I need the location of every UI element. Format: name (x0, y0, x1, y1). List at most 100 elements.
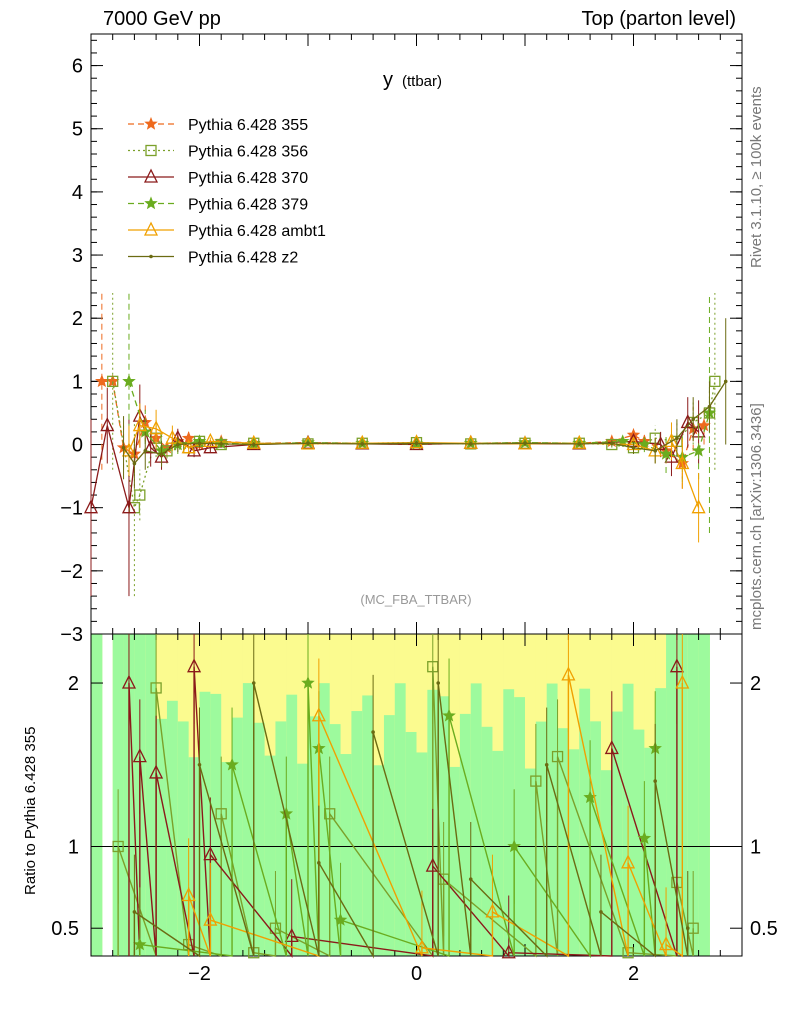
legend-marker (144, 196, 158, 210)
data-point (691, 499, 706, 514)
ratio-band-inner (373, 765, 385, 956)
ratio-point (436, 681, 441, 685)
ratio-point (604, 739, 619, 755)
ratio-point (317, 861, 321, 865)
legend-marker (149, 254, 153, 259)
ratio-point (544, 762, 549, 767)
ratio-plot: 0.5 0.5 1 1 2 2 −2 0 2 (51, 633, 778, 985)
data-point (409, 434, 424, 449)
legend-marker (143, 168, 159, 183)
ratio-band-inner (546, 683, 559, 956)
ratio-band-inner (242, 683, 255, 956)
series-0 (95, 292, 711, 489)
ratio-band-inner (362, 695, 374, 956)
data-point (197, 441, 202, 446)
ratio-ytick-label-right: 1 (750, 836, 761, 858)
ratio-series-1 (121, 634, 684, 959)
ratio-band-inner (698, 634, 710, 956)
ratio-band-inner (232, 717, 244, 956)
plot-title-sub: (ttbar) (402, 73, 442, 90)
ratio-point (225, 757, 239, 771)
ratio-point (279, 806, 294, 820)
data-point (134, 489, 146, 501)
data-point (251, 442, 256, 447)
ratio-point (333, 912, 348, 926)
data-point (187, 442, 202, 457)
legend-entry: Pythia 6.428 ambt1 (188, 223, 326, 240)
data-point (675, 455, 690, 470)
data-point (143, 439, 158, 454)
ratio-series-3 (181, 634, 690, 958)
data-point (468, 442, 473, 446)
data-point (723, 379, 728, 384)
xtick-label: 0 (411, 963, 422, 985)
ratio-point (658, 936, 674, 951)
ratio-band-inner (481, 726, 493, 956)
ratio-point (675, 674, 690, 689)
series-3 (122, 292, 717, 533)
ratio-point (637, 831, 652, 845)
ratio-band-inner (383, 715, 396, 956)
series-4 (121, 403, 706, 543)
header-left-title: 7000 GeV pp (103, 8, 221, 30)
ratio-band-inner (329, 724, 342, 956)
ratio-band-inner (145, 634, 157, 956)
ratio-point (653, 779, 657, 783)
ratio-band-inner (177, 721, 190, 956)
data-point (246, 434, 261, 449)
ratio-band-inner (633, 729, 645, 956)
ratio-point (301, 675, 315, 689)
data-point (577, 442, 582, 446)
ratio-band-inner (416, 752, 428, 956)
data-point (132, 417, 147, 432)
data-point (697, 418, 711, 432)
data-point (610, 441, 614, 446)
data-point (463, 434, 478, 449)
ratio-band-inner (600, 770, 613, 956)
legend-entry: Pythia 6.428 355 (188, 117, 308, 134)
legend-marker (143, 221, 159, 236)
ratio-point (197, 762, 202, 767)
ratio-band-inner (318, 683, 331, 956)
ratio-series-2 (133, 634, 662, 959)
ratio-point (181, 887, 196, 902)
ratio-band-inner (199, 691, 211, 956)
legend-entry: Pythia 6.428 z2 (188, 250, 298, 267)
legend-entry: Pythia 6.428 379 (188, 197, 308, 214)
ratio-band-inner (405, 731, 417, 956)
ratio-band-inner (590, 721, 602, 956)
main-ytick-label: 5 (72, 119, 83, 141)
ratio-band-inner (535, 721, 548, 956)
ratio-band-inner (557, 728, 569, 956)
series-line (101, 380, 705, 465)
data-point (176, 442, 180, 447)
ratio-point (501, 944, 516, 959)
ratio-line (133, 682, 689, 959)
ratio-point (311, 707, 326, 722)
data-point (132, 461, 137, 466)
ratio-band-inner (655, 688, 667, 956)
main-ytick-label: 2 (72, 308, 83, 330)
data-point (107, 375, 119, 388)
series-2 (83, 384, 706, 597)
main-ytick-label: 1 (72, 371, 83, 393)
ratio-band-inner (351, 711, 363, 956)
ratio-band-inner (492, 750, 504, 956)
ratio-band-inner (568, 749, 580, 956)
data-point (122, 374, 136, 388)
ratio-point (468, 877, 473, 881)
data-point (691, 443, 706, 457)
ratio-point (149, 764, 164, 779)
ratio-point (442, 708, 456, 722)
ratio-point (150, 682, 162, 694)
ratio-band-inner (514, 697, 526, 956)
ratio-point (251, 681, 256, 685)
main-ytick-label: 6 (72, 56, 83, 78)
data-point (675, 436, 679, 441)
ratio-point (425, 857, 440, 872)
ratio-point (284, 927, 299, 943)
ratio-series-4 (132, 634, 690, 959)
legend-entry: Pythia 6.428 370 (188, 170, 308, 187)
data-point (121, 499, 137, 514)
